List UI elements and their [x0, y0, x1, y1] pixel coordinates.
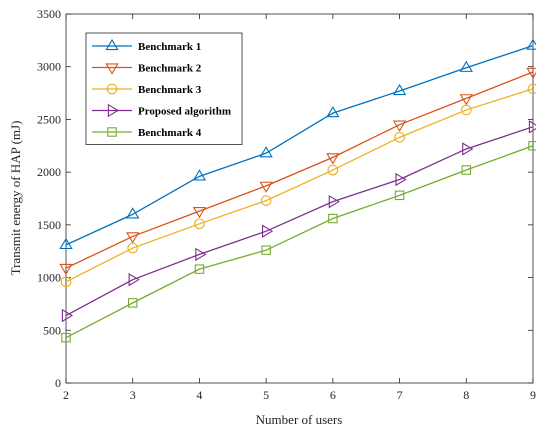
- legend-label: Benchmark 4: [138, 127, 202, 139]
- point-marker-triangle-down: [59, 263, 73, 276]
- point-marker-circle: [527, 83, 536, 95]
- y-tick-label: 1500: [37, 218, 61, 232]
- y-tick-label: 3000: [37, 60, 61, 74]
- y-tick-label: 0: [55, 376, 61, 390]
- series-2: [59, 67, 536, 276]
- point-marker-triangle-right: [328, 194, 340, 209]
- series-line: [65, 145, 534, 339]
- point-marker-triangle-up: [126, 207, 140, 219]
- series-line: [65, 45, 534, 246]
- x-tick-label: 4: [196, 388, 202, 402]
- legend-item: Benchmark 3: [92, 83, 202, 96]
- point-marker-circle: [127, 242, 139, 254]
- x-tick-label: 9: [530, 388, 536, 402]
- point-marker-triangle-right: [261, 224, 274, 238]
- point-marker-triangle-right: [107, 103, 120, 118]
- x-axis-ticks: 2 3 4 5 6 7 8 9: [63, 14, 536, 402]
- point-marker-circle: [327, 164, 339, 176]
- point-marker-triangle-right: [462, 142, 474, 156]
- point-marker-triangle-right: [128, 273, 140, 287]
- point-marker-triangle-up: [459, 60, 473, 72]
- legend: Benchmark 1 Benchmark 2 Benchmark 3 Propose…: [85, 32, 243, 145]
- point-marker-circle: [106, 83, 118, 95]
- legend-item: Benchmark 2: [92, 63, 202, 75]
- point-marker-square: [107, 127, 117, 137]
- point-marker-circle: [194, 218, 205, 230]
- point-marker-square: [194, 264, 205, 274]
- point-marker-triangle-up: [192, 169, 207, 181]
- point-marker-triangle-right: [395, 172, 407, 187]
- x-tick-label: 2: [63, 388, 69, 402]
- series-4: [61, 120, 536, 323]
- y-axis-label: Transmit energy of HAP (mJ): [8, 121, 23, 276]
- point-marker-triangle-down: [259, 181, 273, 193]
- legend-label: Benchmark 3: [138, 84, 202, 96]
- series-line: [65, 126, 534, 317]
- point-marker-triangle-up: [59, 237, 73, 250]
- legend-item: Benchmark 4: [92, 127, 202, 139]
- point-marker-triangle-down: [126, 232, 140, 244]
- series-layer: [59, 38, 536, 343]
- x-tick-label: 8: [463, 388, 469, 402]
- y-tick-label: 3500: [37, 7, 61, 21]
- point-marker-circle: [260, 195, 272, 206]
- legend-label: Proposed algorithm: [138, 106, 231, 118]
- point-marker-square: [127, 298, 138, 308]
- point-marker-triangle-up: [392, 83, 407, 96]
- point-marker-square: [328, 213, 338, 224]
- legend-label: Benchmark 1: [138, 41, 201, 53]
- legend-item: Benchmark 1: [92, 38, 201, 53]
- x-tick-label: 7: [397, 388, 403, 402]
- point-marker-triangle-down: [459, 94, 473, 106]
- series-5: [61, 141, 536, 343]
- x-tick-label: 5: [263, 388, 269, 402]
- point-marker-triangle-down: [192, 207, 207, 219]
- point-marker-circle: [394, 132, 405, 143]
- point-marker-triangle-right: [61, 308, 74, 323]
- y-tick-label: 1000: [37, 271, 61, 285]
- point-marker-triangle-down: [392, 120, 407, 132]
- y-tick-label: 2500: [37, 112, 61, 126]
- point-marker-triangle-up: [326, 106, 340, 118]
- series-line: [65, 71, 534, 269]
- x-tick-label: 3: [130, 388, 136, 402]
- point-marker-square: [461, 165, 472, 175]
- legend-item: Proposed algorithm: [92, 103, 231, 118]
- point-marker-triangle-down: [105, 63, 119, 75]
- legend-label: Benchmark 2: [138, 63, 202, 75]
- point-marker-circle: [460, 104, 472, 116]
- point-marker-triangle-up: [259, 146, 273, 158]
- point-marker-circle: [60, 276, 72, 288]
- point-marker-triangle-right: [528, 120, 536, 134]
- x-tick-label: 6: [330, 388, 336, 402]
- y-axis-ticks: 0 500 1000 1500 2000 2500 3000 3500: [37, 7, 533, 390]
- x-axis-label: Number of users: [256, 412, 343, 427]
- point-marker-triangle-right: [195, 247, 207, 262]
- point-marker-square: [261, 245, 271, 255]
- y-tick-label: 2000: [37, 165, 61, 179]
- point-marker-triangle-down: [326, 153, 340, 165]
- series-3: [60, 83, 536, 288]
- series-line: [65, 88, 534, 283]
- point-marker-triangle-up: [105, 38, 119, 51]
- y-tick-label: 500: [43, 323, 61, 337]
- point-marker-square: [61, 332, 71, 343]
- point-marker-square: [394, 190, 405, 201]
- point-marker-square: [528, 141, 536, 151]
